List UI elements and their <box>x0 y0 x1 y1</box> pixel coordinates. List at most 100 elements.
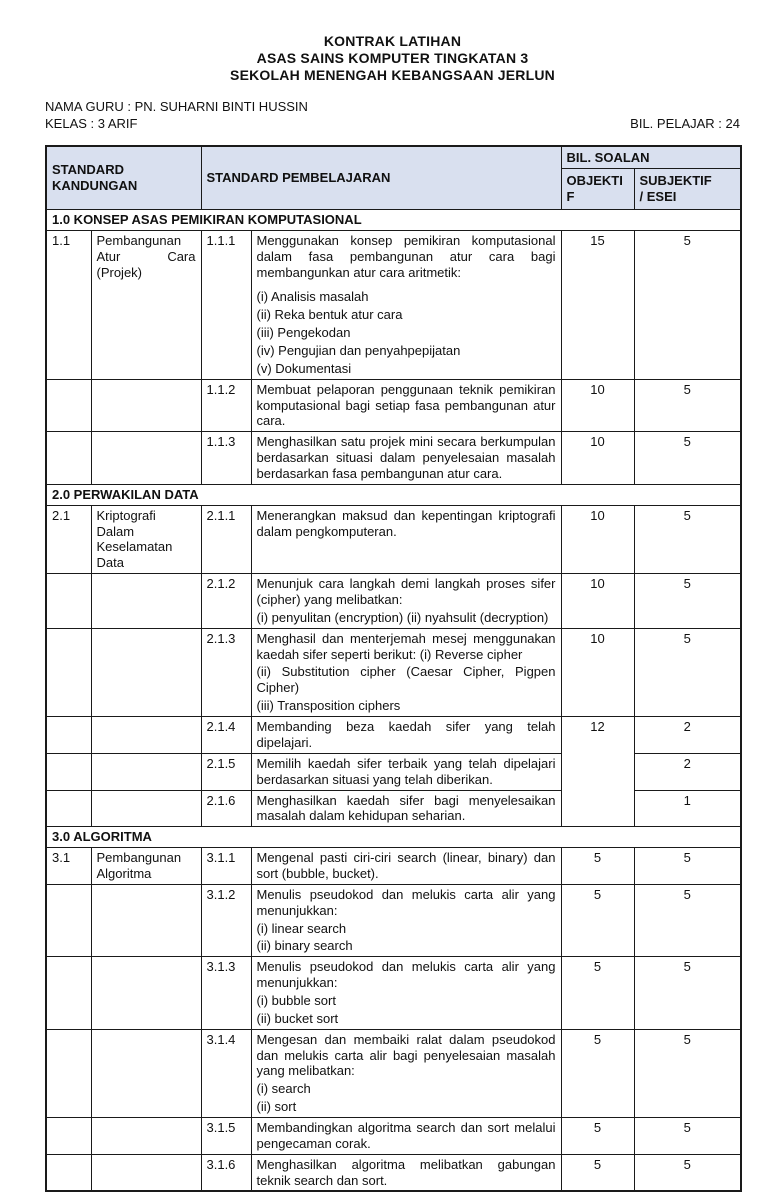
table-header-row-1: STANDARD KANDUNGAN STANDARD PEMBELAJARAN… <box>45 145 742 210</box>
standard-row: 1.1.2 Membuat pelaporan penggunaan teknik… <box>45 378 742 433</box>
section-header-row: 1.0 KONSEP ASAS PEMIKIRAN KOMPUTASIONAL <box>45 209 742 231</box>
standard-row: 2.1.6 Menghasilkan kaedah sifer bagi meny… <box>45 789 742 828</box>
subjektif-value-cell: 5 <box>633 1153 742 1192</box>
sk-text-cell <box>90 789 202 828</box>
section-header-row: 2.0 PERWAKILAN DATA <box>45 483 742 506</box>
sk-text-cell <box>90 627 202 718</box>
sp-text-line: (ii) sort <box>256 1099 297 1115</box>
sp-text-line: Membandingkan algoritma search dan sort … <box>256 1119 556 1151</box>
subjektif-value-cell: 5 <box>633 627 742 718</box>
standard-row: 1.1.3 Menghasilkan satu projek mini secar… <box>45 431 742 485</box>
sp-text-cell: Mengenal pasti ciri-ciri search (linear,… <box>250 847 562 885</box>
document-title-block: KONTRAK LATIHAN ASAS SAINS KOMPUTER TING… <box>45 33 740 84</box>
sk-text-cell <box>90 883 202 958</box>
objektif-value-cell: 5 <box>560 1116 635 1155</box>
sk-text-cell <box>90 956 202 1030</box>
subjektif-value-cell: 2 <box>633 716 742 754</box>
sp-text-line: Menggunakan konsep pemikiran komputasion… <box>256 232 556 280</box>
teacher-info-block: NAMA GURU : PN. SUHARNI BINTI HUSSIN KEL… <box>45 98 740 132</box>
sk-text-cell <box>90 431 202 485</box>
sk-text-cell <box>90 573 202 629</box>
standard-row: 3.1.4 Mengesan dan membaiki ralat dalam p… <box>45 1028 742 1118</box>
teacher-name: NAMA GURU : PN. SUHARNI BINTI HUSSIN <box>45 99 308 114</box>
doc-title-line-2: ASAS SAINS KOMPUTER TINGKATAN 3 <box>256 50 529 66</box>
subjektif-value-cell: 5 <box>633 1116 742 1155</box>
sp-number-cell: 1.1.3 <box>200 431 252 485</box>
sp-text-line: Menerangkan maksud dan kepentingan kript… <box>256 507 556 539</box>
standard-row: 3.1.5 Membandingkan algoritma search dan … <box>45 1116 742 1155</box>
sp-text-cell: Menghasilkan algoritma melibatkan gabung… <box>250 1153 562 1192</box>
sp-number-cell: 2.1.6 <box>200 789 252 828</box>
sp-number-cell: 3.1.5 <box>200 1116 252 1155</box>
col-header-standard-pembelajaran: STANDARD PEMBELAJARAN <box>200 145 562 210</box>
sp-text-cell: Menunjuk cara langkah demi langkah prose… <box>250 573 562 629</box>
sp-number-cell: 2.1.2 <box>200 573 252 629</box>
section-title-cell: 2.0 PERWAKILAN DATA <box>45 483 742 506</box>
sk-text-cell: Pembangunan Atur Cara (Projek) <box>90 229 202 380</box>
table-header-row-2: OBJEKTIF SUBJEKTIF / ESEI <box>46 168 742 210</box>
sk-text-cell: Pembangunan Algoritma <box>90 847 202 885</box>
sp-text-line: Membanding beza kaedah sifer yang telah … <box>256 719 556 750</box>
standard-row: 2.1.2 Menunjuk cara langkah demi langkah … <box>45 573 742 629</box>
sk-text-cell <box>90 1153 202 1192</box>
objektif-value-cell: 10 <box>560 627 635 718</box>
sp-text-cell: Menghasil dan menterjemah mesej mengguna… <box>250 627 562 718</box>
sp-number-cell: 3.1.4 <box>200 1028 252 1118</box>
sk-text-cell: Kriptografi Dalam Keselamatan Data <box>90 504 202 575</box>
sp-text-line: (ii) bucket sort <box>256 1010 339 1026</box>
subjektif-value-cell: 5 <box>633 1028 742 1118</box>
sk-number-cell <box>45 378 92 433</box>
sp-text-line: (ii) Reka bentuk atur cara <box>256 307 403 323</box>
sk-number-cell <box>45 1028 92 1118</box>
subjektif-value-cell: 5 <box>633 883 742 958</box>
sk-number-cell <box>45 956 92 1030</box>
subjektif-value-cell: 5 <box>633 229 742 380</box>
sp-text-line: Mengenal pasti ciri-ciri search (linear,… <box>256 850 556 881</box>
standard-row: 2.1.4 Membanding beza kaedah sifer yang t… <box>45 716 742 828</box>
sp-text-line: Menulis pseudokod dan melukis carta alir… <box>256 959 556 991</box>
sp-text-cell: Menulis pseudokod dan melukis carta alir… <box>250 956 562 1030</box>
sk-number-cell <box>45 883 92 958</box>
standards-table-body: 1.0 KONSEP ASAS PEMIKIRAN KOMPUTASIONAL 1… <box>45 209 742 1192</box>
objektif-value-cell: 10 <box>560 378 635 433</box>
objektif-value-cell: 5 <box>560 883 635 958</box>
sp-number-cell: 2.1.3 <box>200 627 252 718</box>
sk-text-cell <box>90 752 202 791</box>
sk-number-cell: 2.1 <box>45 504 92 575</box>
sk-number-cell: 1.1 <box>45 229 92 380</box>
sp-text-cell: Menggunakan konsep pemikiran komputasion… <box>250 229 562 380</box>
sp-text-cell: Memilih kaedah sifer terbaik yang telah … <box>250 752 562 791</box>
sp-text-line: (iv) Pengujian dan penyahpepijatan <box>256 343 461 359</box>
objektif-value-cell: 10 <box>560 504 635 575</box>
sp-number-cell: 3.1.2 <box>200 883 252 958</box>
sp-number-cell: 2.1.1 <box>200 504 252 575</box>
sp-text-line: Menulis pseudokod dan melukis carta alir… <box>256 886 556 918</box>
sp-number-cell: 3.1.1 <box>200 847 252 885</box>
subjektif-value-cell: 5 <box>633 847 742 885</box>
sk-text-cell <box>90 1028 202 1118</box>
standard-row: 3.1.2 Menulis pseudokod dan melukis carta… <box>45 883 742 958</box>
sp-text-line: (i) Analisis masalah <box>256 289 369 305</box>
objektif-value-cell: 10 <box>560 573 635 629</box>
doc-title-line-3: SEKOLAH MENENGAH KEBANGSAAN JERLUN <box>230 67 555 83</box>
standard-row: 1.1 Pembangunan Atur Cara (Projek) 1.1.1 Me… <box>45 229 742 380</box>
sp-text-line: Menghasilkan algoritma melibatkan gabung… <box>256 1156 556 1188</box>
sp-text-cell: Membandingkan algoritma search dan sort … <box>250 1116 562 1155</box>
sp-text-cell: Menerangkan maksud dan kepentingan kript… <box>250 504 562 575</box>
sp-text-line: (iii) Transposition ciphers <box>256 698 401 714</box>
sp-text-cell: Menghasilkan satu projek mini secara ber… <box>250 431 562 485</box>
sk-number-cell <box>45 1116 92 1155</box>
sk-text-cell <box>90 716 202 754</box>
col-header-objektif: OBJEKTIF <box>560 168 635 210</box>
objektif-value-cell: 10 <box>560 431 635 485</box>
sp-number-cell: 2.1.4 <box>200 716 252 754</box>
sk-number-cell <box>45 789 92 828</box>
sp-text-line: (i) search <box>256 1081 311 1097</box>
sk-text-cell <box>90 378 202 433</box>
sk-number-cell <box>45 1153 92 1192</box>
subjektif-value-cell: 2 <box>633 752 742 791</box>
sk-number-cell <box>45 431 92 485</box>
standard-row: 2.1.5 Memilih kaedah sifer terbaik yang t… <box>45 752 742 791</box>
sp-number-cell: 1.1.1 <box>200 229 252 380</box>
sp-text-line: Memilih kaedah sifer terbaik yang telah … <box>256 755 556 787</box>
